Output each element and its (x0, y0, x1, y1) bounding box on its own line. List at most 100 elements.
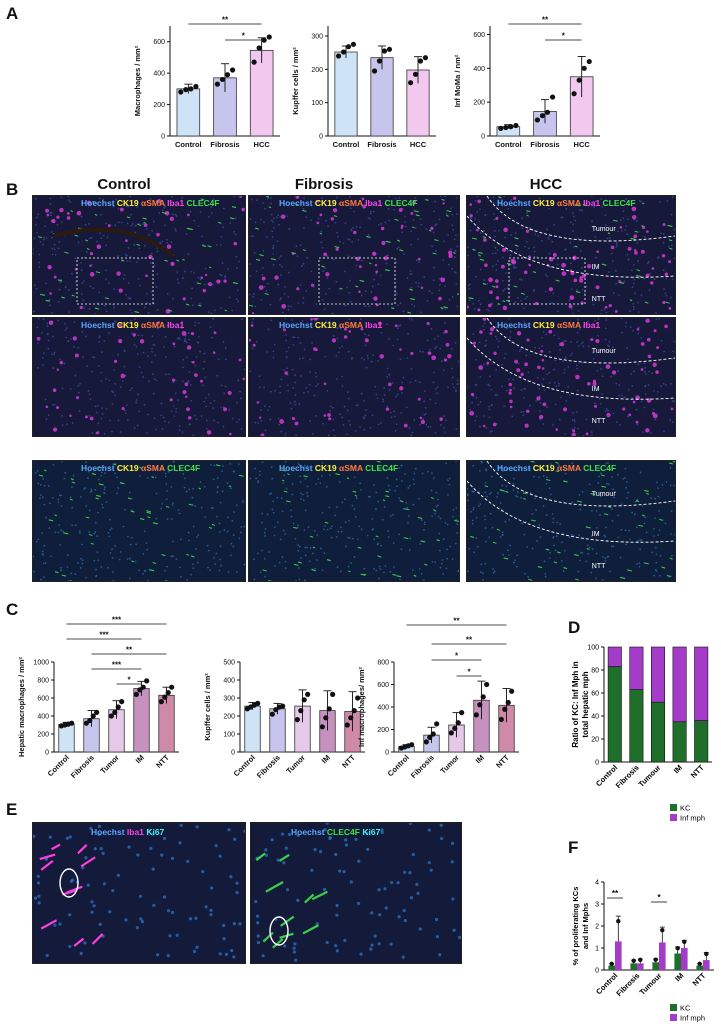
macrophage (528, 263, 532, 267)
nucleus (573, 418, 576, 421)
nucleus (592, 357, 595, 360)
nucleus (249, 263, 251, 266)
nucleus (670, 296, 672, 299)
nucleus (43, 503, 46, 506)
data-point (571, 91, 577, 97)
nucleus (636, 242, 639, 244)
nucleus (367, 216, 370, 219)
nucleus (335, 196, 338, 199)
nucleus (389, 942, 393, 946)
nucleus (454, 390, 457, 393)
nucleus (488, 309, 490, 312)
nucleus (364, 290, 367, 293)
kupffer-cell (430, 496, 434, 500)
nucleus (42, 352, 45, 355)
nucleus (591, 220, 593, 223)
nucleus (270, 213, 273, 216)
nucleus (44, 282, 47, 285)
nucleus (227, 516, 229, 519)
nucleus (78, 530, 81, 532)
y-tick-label: 1000 (33, 660, 49, 667)
nucleus (556, 310, 559, 313)
nucleus (150, 252, 153, 255)
nucleus (321, 511, 324, 514)
nucleus (501, 363, 503, 366)
nucleus (443, 321, 446, 324)
nucleus (108, 379, 111, 382)
macrophage (252, 343, 256, 347)
nucleus (324, 355, 327, 358)
nucleus (100, 566, 103, 569)
nucleus (67, 196, 70, 198)
nucleus (384, 221, 387, 224)
nucleus (503, 490, 506, 493)
nucleus (180, 538, 182, 541)
bar-inf-mph (681, 948, 688, 970)
nucleus (297, 463, 300, 465)
macrophage (467, 305, 470, 309)
nucleus (437, 498, 439, 501)
nucleus (301, 265, 303, 267)
nucleus (600, 313, 602, 314)
region-label-im: IM (591, 530, 600, 538)
macrophage (53, 275, 57, 279)
nucleus (433, 338, 436, 340)
nucleus (382, 398, 384, 401)
data-point (301, 697, 307, 703)
nucleus (499, 466, 501, 468)
macrophage (537, 365, 541, 370)
nucleus (441, 559, 444, 562)
nucleus (658, 574, 661, 577)
nucleus (484, 482, 487, 484)
nucleus (467, 254, 469, 257)
nucleus (340, 526, 342, 529)
nucleus (86, 365, 88, 368)
nucleus (627, 358, 629, 361)
nucleus (284, 434, 287, 436)
nucleus (142, 376, 144, 378)
nucleus (338, 240, 341, 243)
nucleus (529, 492, 532, 494)
stain-iba1: Iba1 (126, 827, 144, 837)
kupffer-cell (161, 211, 166, 214)
nucleus (322, 422, 324, 425)
nucleus (525, 354, 528, 357)
macrophage (524, 362, 529, 367)
nucleus (292, 469, 295, 472)
nucleus (577, 318, 579, 321)
macrophage (448, 250, 453, 255)
nucleus (389, 515, 392, 518)
nucleus (287, 305, 290, 308)
nucleus (629, 326, 632, 329)
nucleus (71, 506, 74, 509)
nucleus (176, 337, 179, 340)
nucleus (413, 472, 416, 475)
nucleus (333, 434, 336, 436)
nucleus (660, 339, 663, 342)
nucleus (88, 223, 90, 225)
nucleus (79, 532, 81, 535)
kupffer-cell (262, 569, 267, 572)
x-tick-label: Fibrosis (255, 753, 282, 780)
nucleus (383, 571, 385, 574)
nucleus (485, 308, 488, 311)
nucleus (197, 225, 200, 228)
nucleus (480, 563, 483, 566)
nucleus (47, 485, 50, 487)
nucleus (137, 393, 139, 396)
bar (58, 724, 75, 753)
nucleus (638, 562, 641, 565)
kupffer-cell (417, 516, 423, 519)
macrophage (494, 279, 499, 283)
nucleus (346, 409, 349, 412)
nucleus (53, 923, 57, 927)
nucleus (451, 383, 454, 385)
nucleus (111, 888, 115, 893)
macrophage (469, 203, 473, 206)
data-point (505, 699, 511, 706)
micrograph-fibrosis-row3: Hoechst CK19 αSMA CLEC4F (248, 460, 460, 582)
nucleus (617, 370, 619, 373)
nucleus (212, 318, 215, 320)
nucleus (271, 477, 274, 480)
nucleus (349, 423, 352, 426)
